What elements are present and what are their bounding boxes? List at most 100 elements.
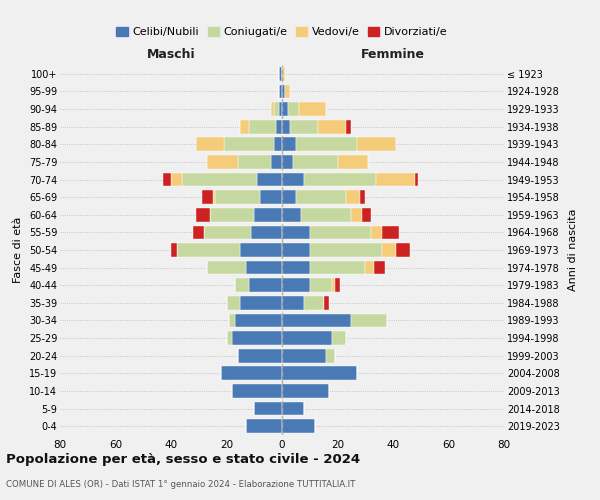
Text: Femmine: Femmine	[361, 48, 425, 62]
Bar	[215, 190, 260, 204]
Bar	[318, 120, 346, 134]
Bar	[332, 278, 335, 292]
Bar	[171, 243, 176, 257]
Bar	[282, 331, 332, 345]
Bar	[235, 314, 282, 328]
Bar	[254, 208, 282, 222]
Bar	[274, 138, 282, 151]
Bar	[282, 278, 310, 292]
Bar	[282, 172, 304, 186]
Bar	[193, 226, 204, 239]
Bar	[204, 226, 251, 239]
Bar	[352, 314, 388, 328]
Bar	[346, 120, 352, 134]
Bar	[335, 278, 340, 292]
Bar	[282, 120, 290, 134]
Text: Maschi: Maschi	[146, 48, 196, 62]
Bar	[301, 208, 352, 222]
Bar	[290, 120, 318, 134]
Bar	[282, 190, 296, 204]
Bar	[282, 260, 310, 274]
Bar	[282, 138, 296, 151]
Bar	[221, 366, 282, 380]
Bar	[227, 331, 232, 345]
Bar	[279, 84, 282, 98]
Bar	[260, 190, 282, 204]
Bar	[241, 120, 249, 134]
Bar	[323, 296, 329, 310]
Bar	[282, 84, 285, 98]
Bar	[332, 331, 346, 345]
Bar	[274, 102, 279, 116]
Bar	[232, 384, 282, 398]
Bar	[282, 349, 326, 362]
Bar	[282, 102, 287, 116]
Bar	[382, 243, 396, 257]
Bar	[285, 84, 290, 98]
Bar	[282, 296, 304, 310]
Bar	[374, 260, 385, 274]
Bar	[182, 172, 257, 186]
Bar	[235, 278, 249, 292]
Bar	[396, 243, 410, 257]
Bar	[282, 226, 310, 239]
Bar	[282, 314, 352, 328]
Bar	[207, 155, 238, 169]
Bar	[282, 402, 304, 415]
Bar	[249, 278, 282, 292]
Bar	[296, 138, 357, 151]
Bar	[382, 226, 398, 239]
Bar	[238, 349, 282, 362]
Bar	[246, 260, 282, 274]
Bar	[171, 172, 182, 186]
Bar	[310, 243, 382, 257]
Bar	[246, 420, 282, 433]
Bar	[357, 138, 396, 151]
Bar	[254, 402, 282, 415]
Bar	[196, 208, 210, 222]
Bar	[415, 172, 418, 186]
Bar	[326, 349, 335, 362]
Bar	[241, 243, 282, 257]
Bar	[238, 155, 271, 169]
Bar	[163, 172, 171, 186]
Bar	[249, 120, 277, 134]
Bar	[279, 102, 282, 116]
Bar	[210, 208, 254, 222]
Bar	[310, 278, 332, 292]
Text: COMUNE DI ALES (OR) - Dati ISTAT 1° gennaio 2024 - Elaborazione TUTTITALIA.IT: COMUNE DI ALES (OR) - Dati ISTAT 1° genn…	[6, 480, 355, 489]
Bar	[337, 155, 368, 169]
Bar	[282, 67, 285, 80]
Bar	[310, 260, 365, 274]
Bar	[229, 314, 235, 328]
Bar	[362, 208, 371, 222]
Bar	[196, 138, 224, 151]
Bar	[232, 331, 282, 345]
Bar	[304, 296, 323, 310]
Bar	[251, 226, 282, 239]
Bar	[287, 102, 299, 116]
Bar	[352, 208, 362, 222]
Text: Popolazione per età, sesso e stato civile - 2024: Popolazione per età, sesso e stato civil…	[6, 452, 360, 466]
Y-axis label: Anni di nascita: Anni di nascita	[568, 209, 578, 291]
Bar	[376, 172, 415, 186]
Bar	[277, 120, 282, 134]
Legend: Celibi/Nubili, Coniugati/e, Vedovi/e, Divorziati/e: Celibi/Nubili, Coniugati/e, Vedovi/e, Di…	[112, 22, 452, 42]
Bar	[282, 420, 316, 433]
Bar	[365, 260, 374, 274]
Bar	[371, 226, 382, 239]
Bar	[296, 190, 346, 204]
Bar	[346, 190, 360, 204]
Bar	[271, 155, 282, 169]
Bar	[176, 243, 241, 257]
Bar	[282, 155, 293, 169]
Bar	[202, 190, 212, 204]
Bar	[282, 366, 357, 380]
Bar	[241, 296, 282, 310]
Bar	[207, 260, 246, 274]
Y-axis label: Fasce di età: Fasce di età	[13, 217, 23, 283]
Bar	[282, 384, 329, 398]
Bar	[360, 190, 365, 204]
Bar	[282, 208, 301, 222]
Bar	[282, 243, 310, 257]
